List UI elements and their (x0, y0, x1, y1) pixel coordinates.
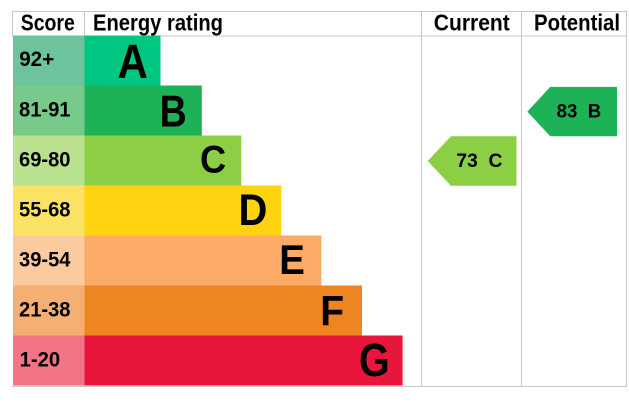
svg-text:A: A (117, 34, 147, 88)
svg-text:21-38: 21-38 (19, 298, 71, 322)
svg-text:C: C (200, 137, 226, 180)
svg-text:55-68: 55-68 (19, 198, 71, 222)
svg-text:81-91: 81-91 (19, 98, 71, 122)
svg-text:83 B: 83 B (557, 101, 602, 123)
svg-text:39-54: 39-54 (19, 248, 71, 272)
svg-text:Current: Current (434, 10, 510, 36)
svg-text:Score: Score (21, 10, 75, 36)
svg-text:73 C: 73 C (456, 150, 502, 172)
svg-text:D: D (238, 185, 267, 234)
svg-text:69-80: 69-80 (19, 148, 71, 172)
svg-text:1-20: 1-20 (20, 348, 61, 372)
svg-text:Potential: Potential (534, 10, 620, 36)
svg-text:92+: 92+ (19, 47, 54, 71)
svg-text:F: F (320, 287, 344, 335)
svg-text:B: B (160, 86, 187, 136)
svg-text:Energy rating: Energy rating (93, 10, 223, 36)
svg-text:G: G (359, 335, 390, 387)
svg-text:E: E (279, 238, 305, 284)
